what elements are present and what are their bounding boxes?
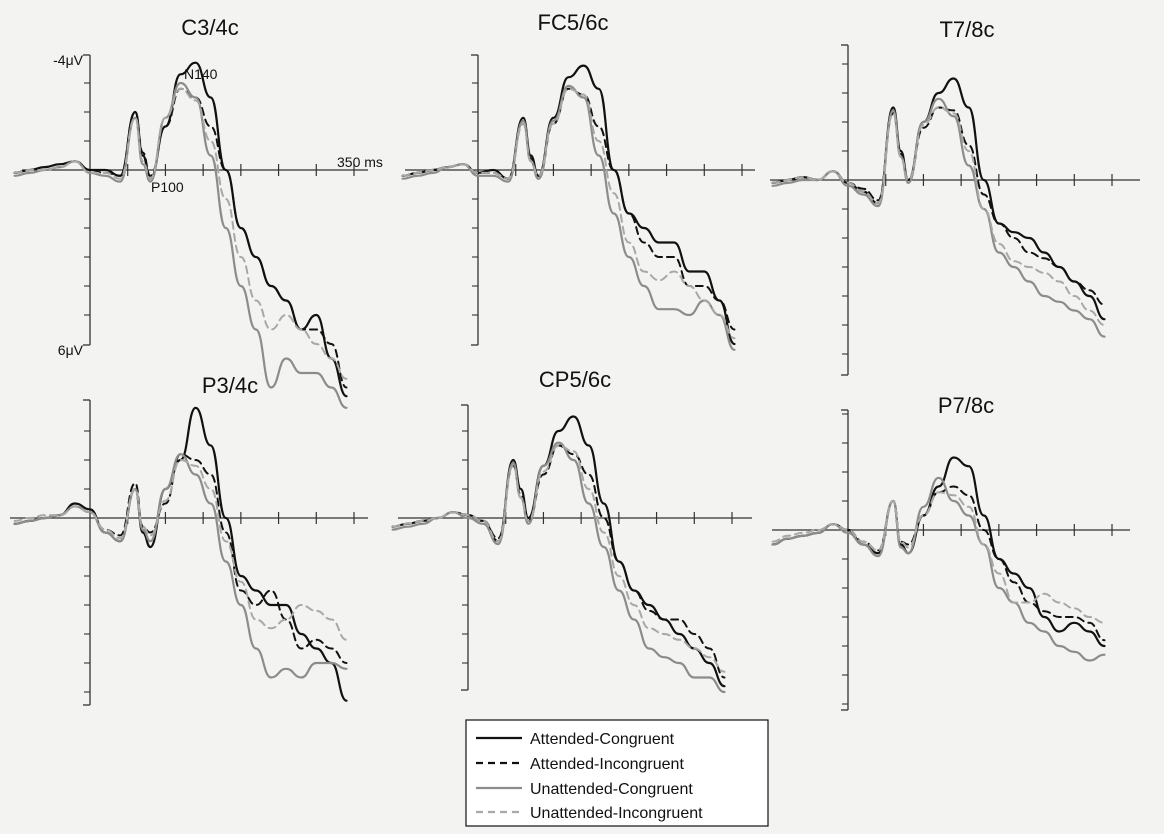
series-line-unattended-incongruent	[13, 87, 348, 380]
panel-cp5-6c: CP5/6c	[391, 367, 752, 694]
panel-t7-8c: T7/8c	[770, 17, 1140, 376]
series-line-unattended-incongruent	[401, 87, 736, 340]
series-line-unattended-incongruent	[13, 459, 348, 641]
series-line-unattended-incongruent	[771, 106, 1106, 326]
legend-label-unattended-incongruent: Unattended-Incongruent	[530, 805, 703, 822]
y-top-label: -4μV	[53, 52, 84, 68]
legend-label-unattended-congruent: Unattended-Congruent	[530, 781, 693, 798]
panel-title: FC5/6c	[538, 10, 609, 35]
legend-label-attended-incongruent: Attended-Incongruent	[530, 756, 684, 773]
p100-label: P100	[151, 179, 184, 195]
n140-label: N140	[184, 66, 218, 82]
panel-fc5-6c: FC5/6c	[401, 10, 755, 351]
panel-title: P3/4c	[202, 373, 258, 398]
panel-title: CP5/6c	[539, 367, 611, 392]
series-line-unattended-incongruent	[771, 491, 1106, 624]
panel-title: P7/8c	[938, 393, 994, 418]
panel-title: T7/8c	[939, 17, 994, 42]
panel-p3-4c: P3/4c	[10, 373, 368, 706]
legend: Attended-Congruent Attended-Incongruent …	[465, 719, 769, 827]
x-end-label: 350 ms	[337, 154, 383, 170]
y-bottom-label: 6μV	[58, 342, 84, 358]
series-line-unattended-incongruent	[391, 444, 726, 673]
panel-p7-8c: P7/8c	[771, 393, 1130, 711]
panel-c3-4c: C3/4c	[13, 15, 368, 409]
legend-label-attended-congruent: Attended-Congruent	[530, 731, 675, 748]
panel-title: C3/4c	[181, 15, 238, 40]
erp-panels: C3/4c FC5/6c T7/8c P3/4c CP5/6c P7/8c	[10, 10, 1140, 711]
